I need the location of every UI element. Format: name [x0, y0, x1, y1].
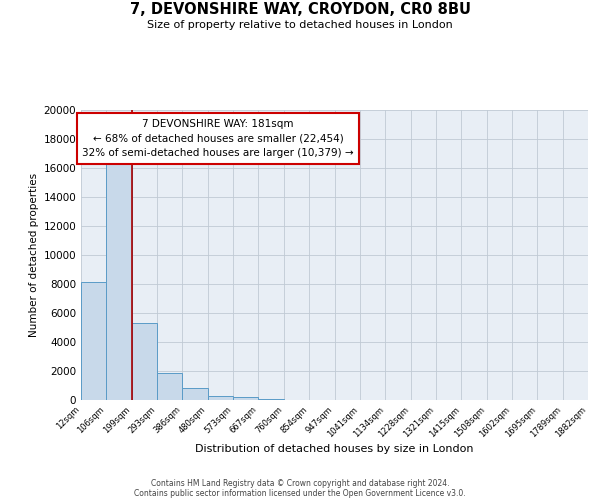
- X-axis label: Distribution of detached houses by size in London: Distribution of detached houses by size …: [195, 444, 474, 454]
- Bar: [81, 282, 106, 400]
- Bar: [182, 388, 208, 400]
- Text: 7, DEVONSHIRE WAY, CROYDON, CR0 8BU: 7, DEVONSHIRE WAY, CROYDON, CR0 8BU: [130, 2, 470, 18]
- Text: 7 DEVONSHIRE WAY: 181sqm
← 68% of detached houses are smaller (22,454)
32% of se: 7 DEVONSHIRE WAY: 181sqm ← 68% of detach…: [82, 118, 354, 158]
- Text: Size of property relative to detached houses in London: Size of property relative to detached ho…: [147, 20, 453, 30]
- Y-axis label: Number of detached properties: Number of detached properties: [29, 173, 39, 337]
- Bar: [259, 398, 284, 400]
- Bar: [208, 396, 233, 400]
- Bar: [233, 397, 259, 400]
- Text: Contains HM Land Registry data © Crown copyright and database right 2024.: Contains HM Land Registry data © Crown c…: [151, 478, 449, 488]
- Bar: [157, 373, 182, 400]
- Bar: [132, 323, 157, 400]
- Bar: [106, 160, 132, 400]
- Text: Contains public sector information licensed under the Open Government Licence v3: Contains public sector information licen…: [134, 488, 466, 498]
